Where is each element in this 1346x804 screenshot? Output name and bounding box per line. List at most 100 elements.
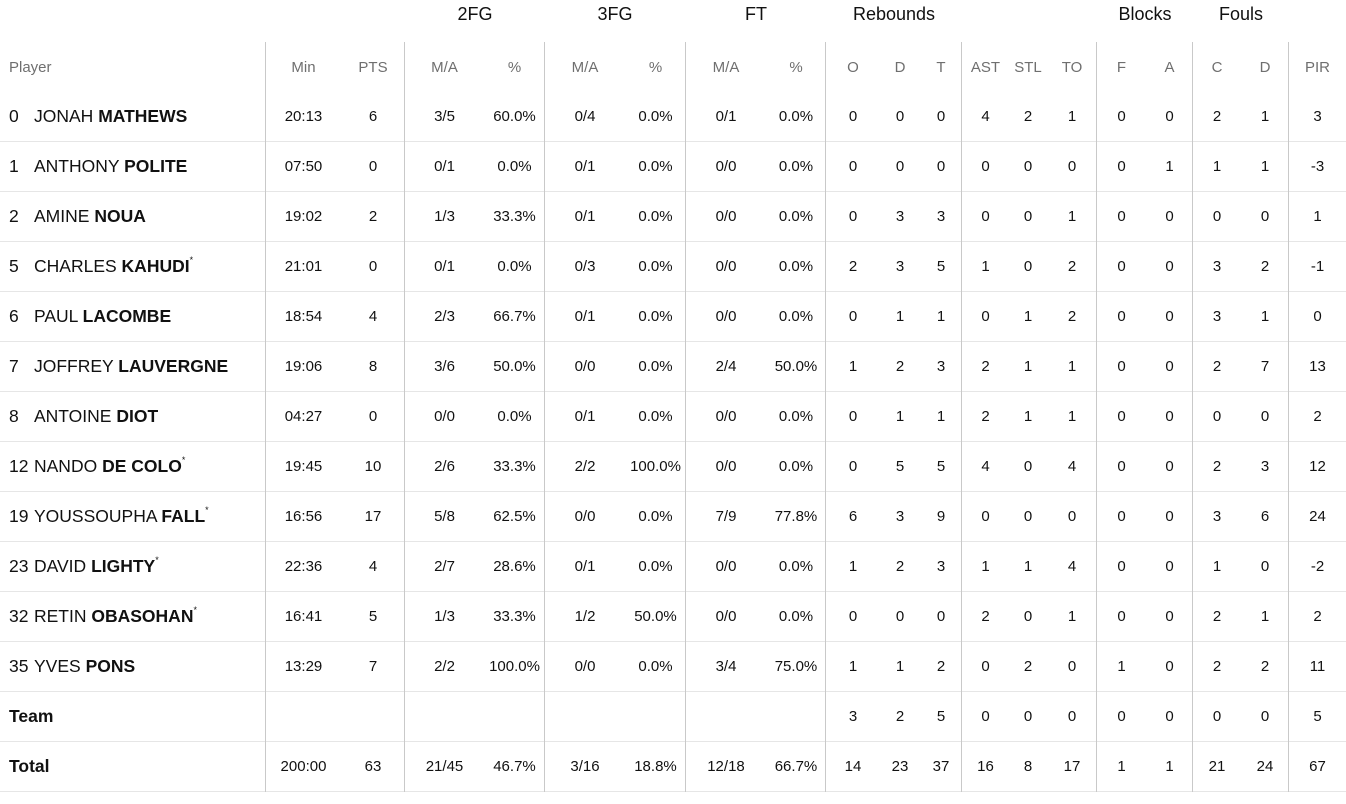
stat-ft_pct: 0.0% bbox=[766, 591, 826, 642]
player-name-cell[interactable]: 1 ANTHONY POLITE bbox=[0, 141, 266, 192]
stat-fg3_ma bbox=[545, 691, 625, 742]
table-row[interactable]: 6 PAUL LACOMBE 18:54 4 2/3 66.7% 0/1 0.0% 0/0 0.0… bbox=[0, 291, 1346, 342]
player-number: 5 bbox=[9, 256, 19, 276]
stat-ft_ma: 0/0 bbox=[686, 241, 766, 292]
stat-fg2_ma: 3/6 bbox=[405, 341, 484, 392]
stat-fc: 2 bbox=[1193, 92, 1241, 142]
stat-ba: 0 bbox=[1146, 491, 1193, 542]
stat-ast: 0 bbox=[962, 191, 1009, 242]
group-header-ft: FT bbox=[745, 4, 767, 24]
stat-d: 2 bbox=[880, 341, 920, 392]
col-reb-d-header: D bbox=[894, 58, 906, 76]
starter-marker: * bbox=[181, 455, 186, 466]
stat-fd: 24 bbox=[1241, 741, 1289, 792]
stat-ast: 16 bbox=[962, 741, 1009, 792]
player-name-cell[interactable]: 6 PAUL LACOMBE bbox=[0, 291, 266, 342]
stat-ft_pct: 0.0% bbox=[766, 391, 826, 442]
stat-pts: 4 bbox=[341, 291, 405, 342]
stat-ast: 2 bbox=[962, 341, 1009, 392]
table-row[interactable]: 32 RETIN OBASOHAN* 16:41 5 1/3 33.3% 1/2 50.0% 0… bbox=[0, 591, 1346, 642]
col-ft-pct-header: % bbox=[789, 58, 803, 76]
stat-fg3_ma: 0/1 bbox=[545, 541, 625, 592]
col-blk-f-header: F bbox=[1116, 58, 1127, 76]
table-row[interactable]: 0 JONAH MATHEWS 20:13 6 3/5 60.0% 0/4 0.0% 0/1 0.… bbox=[0, 92, 1346, 142]
col-reb-t-header: T bbox=[936, 58, 946, 76]
stat-to: 1 bbox=[1047, 341, 1097, 392]
stat-d: 0 bbox=[880, 591, 920, 642]
stat-t: 5 bbox=[920, 691, 962, 742]
player-number: 0 bbox=[9, 106, 19, 126]
stat-pir: 11 bbox=[1289, 641, 1346, 692]
player-name-cell[interactable]: 19 YOUSSOUPHA FALL* bbox=[0, 491, 266, 542]
player-name-cell[interactable]: 0 JONAH MATHEWS bbox=[0, 92, 266, 142]
stat-t: 0 bbox=[920, 141, 962, 192]
player-name-cell[interactable]: 2 AMINE NOUA bbox=[0, 191, 266, 242]
stat-fg2_ma: 2/6 bbox=[405, 441, 484, 492]
stat-ba: 0 bbox=[1146, 191, 1193, 242]
player-first-name: DAVID bbox=[34, 556, 87, 576]
stat-ft_pct: 0.0% bbox=[766, 541, 826, 592]
table-row[interactable]: 8 ANTOINE DIOT 04:27 0 0/0 0.0% 0/1 0.0% 0/0 0.0%… bbox=[0, 391, 1346, 442]
stat-stl: 1 bbox=[1009, 341, 1047, 392]
player-name-cell[interactable]: 8 ANTOINE DIOT bbox=[0, 391, 266, 442]
stat-min bbox=[266, 691, 341, 742]
stat-fd: 2 bbox=[1241, 241, 1289, 292]
stat-to: 17 bbox=[1047, 741, 1097, 792]
stat-fd: 6 bbox=[1241, 491, 1289, 542]
table-row[interactable]: 35 YVES PONS 13:29 7 2/2 100.0% 0/0 0.0% 3/4 75.0… bbox=[0, 641, 1346, 692]
stat-ft_ma: 0/0 bbox=[686, 141, 766, 192]
player-number: 32 bbox=[9, 606, 29, 626]
stat-o: 0 bbox=[826, 441, 880, 492]
table-row[interactable]: 19 YOUSSOUPHA FALL* 16:56 17 5/8 62.5% 0/0 0.0%… bbox=[0, 491, 1346, 542]
stat-ba: 1 bbox=[1146, 741, 1193, 792]
stat-fg3_pct: 0.0% bbox=[625, 491, 686, 542]
stat-stl: 0 bbox=[1009, 191, 1047, 242]
stat-ft_pct: 75.0% bbox=[766, 641, 826, 692]
stat-pts: 63 bbox=[341, 741, 405, 792]
stat-pir: 13 bbox=[1289, 341, 1346, 392]
stat-fg2_pct: 28.6% bbox=[484, 541, 545, 592]
stat-fg3_ma: 0/1 bbox=[545, 291, 625, 342]
stat-pir: -2 bbox=[1289, 541, 1346, 592]
player-name-cell[interactable]: 5 CHARLES KAHUDI* bbox=[0, 241, 266, 292]
player-name-cell[interactable]: 23 DAVID LIGHTY* bbox=[0, 541, 266, 592]
stat-bf: 0 bbox=[1097, 591, 1146, 642]
stat-fg3_pct: 0.0% bbox=[625, 92, 686, 142]
stat-fg2_ma: 0/1 bbox=[405, 141, 484, 192]
table-row[interactable]: 12 NANDO DE COLO* 19:45 10 2/6 33.3% 2/2 100.0%… bbox=[0, 441, 1346, 492]
stat-t: 1 bbox=[920, 291, 962, 342]
stat-min: 13:29 bbox=[266, 641, 341, 692]
table-row[interactable]: 5 CHARLES KAHUDI* 21:01 0 0/1 0.0% 0/3 0.0% 0/0 0… bbox=[0, 241, 1346, 292]
player-number: 1 bbox=[9, 156, 19, 176]
stat-bf: 1 bbox=[1097, 741, 1146, 792]
group-header-blocks: Blocks bbox=[1118, 4, 1172, 24]
table-row[interactable]: 2 AMINE NOUA 19:02 2 1/3 33.3% 0/1 0.0% 0/0 0.0% 0… bbox=[0, 191, 1346, 242]
table-row[interactable]: 1 ANTHONY POLITE 07:50 0 0/1 0.0% 0/1 0.0% 0/0 0.… bbox=[0, 141, 1346, 192]
stat-fg2_pct: 46.7% bbox=[484, 741, 545, 792]
player-number: 23 bbox=[9, 556, 29, 576]
stat-fg3_pct bbox=[625, 691, 686, 742]
stat-fg2_ma bbox=[405, 691, 484, 742]
column-divider bbox=[544, 42, 545, 792]
player-number: 12 bbox=[9, 456, 29, 476]
player-name-cell[interactable]: 35 YVES PONS bbox=[0, 641, 266, 692]
stat-o: 6 bbox=[826, 491, 880, 542]
stat-o: 0 bbox=[826, 141, 880, 192]
stat-fg3_pct: 50.0% bbox=[625, 591, 686, 642]
stat-ast: 1 bbox=[962, 541, 1009, 592]
player-name-cell[interactable]: 12 NANDO DE COLO* bbox=[0, 441, 266, 492]
stat-pts: 8 bbox=[341, 341, 405, 392]
player-name-cell[interactable]: 32 RETIN OBASOHAN* bbox=[0, 591, 266, 642]
stat-ast: 0 bbox=[962, 691, 1009, 742]
stat-fg2_pct: 60.0% bbox=[484, 92, 545, 142]
table-row[interactable]: 23 DAVID LIGHTY* 22:36 4 2/7 28.6% 0/1 0.0% 0/0 0… bbox=[0, 541, 1346, 592]
player-name-cell[interactable]: 7 JOFFREY LAUVERGNE bbox=[0, 341, 266, 392]
player-first-name: JOFFREY bbox=[34, 356, 114, 376]
table-row[interactable]: 7 JOFFREY LAUVERGNE 19:06 8 3/6 50.0% 0/0 0.0% 2… bbox=[0, 341, 1346, 392]
stat-ast: 0 bbox=[962, 141, 1009, 192]
stat-pir: 0 bbox=[1289, 291, 1346, 342]
stat-fg2_pct: 62.5% bbox=[484, 491, 545, 542]
col-foul-d-header: D bbox=[1259, 58, 1271, 76]
stat-to: 1 bbox=[1047, 391, 1097, 442]
stat-fg2_pct: 33.3% bbox=[484, 191, 545, 242]
